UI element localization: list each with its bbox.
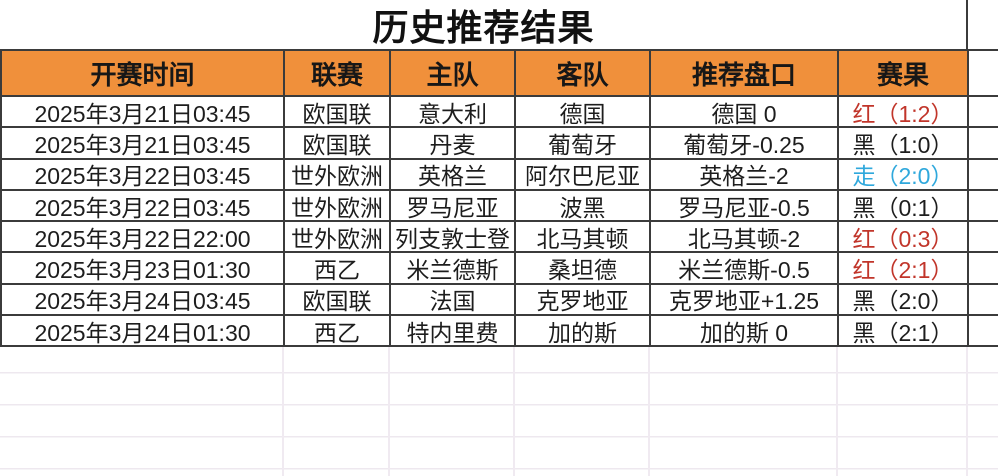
handicap-cell[interactable]: 北马其顿-2 (651, 222, 839, 254)
header-away-team[interactable]: 客队 (516, 51, 651, 97)
match-time-cell[interactable]: 2025年3月21日03:45 (2, 97, 285, 129)
grid-vertical-line (513, 347, 515, 476)
league-cell[interactable]: 世外欧洲 (285, 222, 391, 254)
away-team-cell[interactable]: 葡萄牙 (516, 128, 651, 160)
handicap-cell[interactable]: 加的斯 0 (651, 316, 839, 348)
page-title: 历史推荐结果 (372, 7, 595, 48)
empty-cell[interactable] (969, 222, 998, 254)
home-team-cell[interactable]: 法国 (391, 284, 516, 317)
empty-cell[interactable] (969, 51, 998, 97)
league-cell[interactable]: 欧国联 (285, 284, 391, 317)
header-home-team[interactable]: 主队 (391, 51, 516, 97)
home-team-cell[interactable]: 米兰德斯 (391, 253, 516, 285)
header-result[interactable]: 赛果 (839, 51, 969, 97)
results-table: 开赛时间 联赛 主队 客队 推荐盘口 赛果 2025年3月21日03:45 欧国… (0, 49, 998, 348)
empty-cell[interactable] (969, 159, 998, 191)
league-cell[interactable]: 世外欧洲 (285, 190, 391, 223)
grid-vertical-line (388, 347, 390, 476)
result-cell[interactable]: 红（1:2） (839, 97, 969, 129)
league-cell[interactable]: 欧国联 (285, 128, 391, 160)
home-team-cell[interactable]: 列支敦士登 (391, 222, 516, 254)
away-team-cell[interactable]: 加的斯 (516, 316, 651, 348)
league-cell[interactable]: 欧国联 (285, 97, 391, 129)
home-team-cell[interactable]: 特内里费 (391, 316, 516, 348)
result-cell[interactable]: 红（2:1） (839, 253, 969, 285)
away-team-cell[interactable]: 北马其顿 (516, 222, 651, 254)
result-cell[interactable]: 走（2:0） (839, 159, 969, 191)
away-team-cell[interactable]: 克罗地亚 (516, 284, 651, 317)
handicap-cell[interactable]: 克罗地亚+1.25 (651, 284, 839, 317)
match-time-cell[interactable]: 2025年3月22日03:45 (2, 190, 285, 223)
result-cell[interactable]: 红（0:3） (839, 222, 969, 254)
handicap-cell[interactable]: 罗马尼亚-0.5 (651, 190, 839, 223)
match-time-cell[interactable]: 2025年3月22日03:45 (2, 159, 285, 191)
match-time-cell[interactable]: 2025年3月24日01:30 (2, 316, 285, 348)
league-cell[interactable]: 世外欧洲 (285, 159, 391, 191)
match-time-cell[interactable]: 2025年3月21日03:45 (2, 128, 285, 160)
handicap-cell[interactable]: 葡萄牙-0.25 (651, 128, 839, 160)
league-cell[interactable]: 西乙 (285, 316, 391, 348)
empty-cell[interactable] (969, 253, 998, 285)
home-team-cell[interactable]: 罗马尼亚 (391, 190, 516, 223)
empty-cell[interactable] (969, 97, 998, 129)
match-time-cell[interactable]: 2025年3月22日22:00 (2, 222, 285, 254)
grid-vertical-line (836, 347, 838, 476)
empty-cell[interactable] (969, 284, 998, 317)
home-team-cell[interactable]: 意大利 (391, 97, 516, 129)
result-cell[interactable]: 黑（0:1） (839, 190, 969, 223)
header-handicap[interactable]: 推荐盘口 (651, 51, 839, 97)
empty-grid-area (0, 347, 998, 476)
league-cell[interactable]: 西乙 (285, 253, 391, 285)
away-team-cell[interactable]: 德国 (516, 97, 651, 129)
grid-vertical-line (648, 347, 650, 476)
header-league[interactable]: 联赛 (285, 51, 391, 97)
empty-cell[interactable] (969, 128, 998, 160)
grid-vertical-line (966, 347, 968, 476)
result-cell[interactable]: 黑（1:0） (839, 128, 969, 160)
empty-cell[interactable] (969, 190, 998, 223)
grid-vertical-line (966, 0, 968, 50)
result-cell[interactable]: 黑（2:0） (839, 284, 969, 317)
away-team-cell[interactable]: 阿尔巴尼亚 (516, 159, 651, 191)
home-team-cell[interactable]: 英格兰 (391, 159, 516, 191)
grid-vertical-line (282, 347, 284, 476)
away-team-cell[interactable]: 桑坦德 (516, 253, 651, 285)
handicap-cell[interactable]: 英格兰-2 (651, 159, 839, 191)
handicap-cell[interactable]: 米兰德斯-0.5 (651, 253, 839, 285)
empty-cell[interactable] (969, 316, 998, 348)
header-match-time[interactable]: 开赛时间 (2, 51, 285, 97)
match-time-cell[interactable]: 2025年3月23日01:30 (2, 253, 285, 285)
away-team-cell[interactable]: 波黑 (516, 190, 651, 223)
home-team-cell[interactable]: 丹麦 (391, 128, 516, 160)
result-cell[interactable]: 黑（2:1） (839, 316, 969, 348)
match-time-cell[interactable]: 2025年3月24日03:45 (2, 284, 285, 317)
handicap-cell[interactable]: 德国 0 (651, 97, 839, 129)
